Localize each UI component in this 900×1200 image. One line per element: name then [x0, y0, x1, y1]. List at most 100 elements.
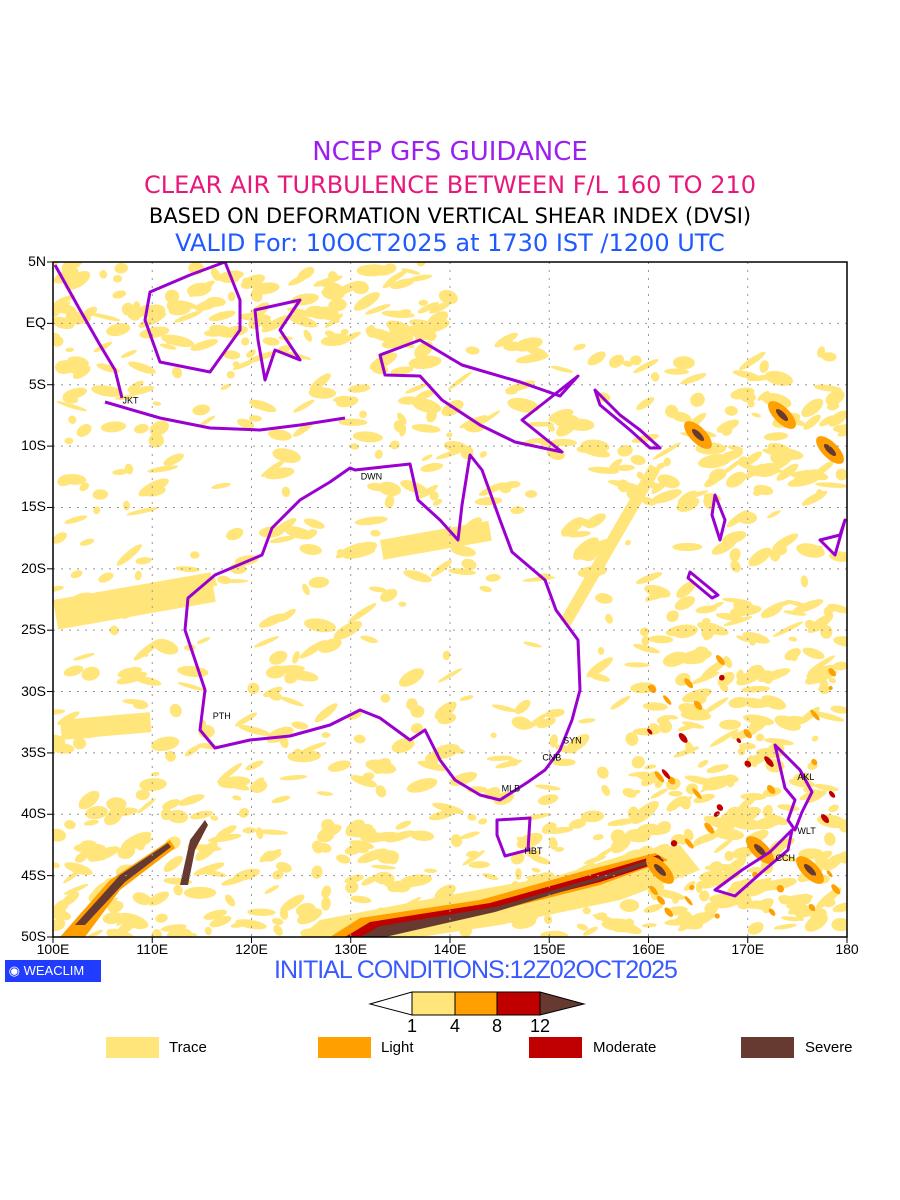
legend-label-trace: Trace	[169, 1039, 207, 1056]
trace-area	[719, 682, 729, 693]
initial-conditions: INITIAL CONDITIONS:12Z02OCT2025	[274, 956, 678, 984]
colorbar-tick: 8	[491, 1016, 502, 1036]
trace-area	[112, 275, 123, 283]
trace-area	[293, 748, 302, 757]
trace-area	[828, 677, 837, 684]
trace-area	[227, 291, 236, 302]
trace-area	[656, 821, 671, 835]
trace-area	[388, 855, 399, 865]
trace-area	[800, 575, 809, 588]
light-patch	[828, 790, 836, 798]
trace-area	[727, 878, 753, 894]
trace-area	[665, 404, 679, 418]
city-label-cnb: CNB	[542, 753, 561, 763]
trace-area	[437, 713, 457, 725]
trace-area	[408, 274, 433, 282]
trace-area	[238, 724, 271, 736]
light-patch	[661, 769, 671, 779]
trace-area	[732, 370, 760, 380]
trace-area	[196, 637, 211, 644]
trace-area	[429, 491, 439, 501]
trace-area	[835, 468, 847, 481]
trace-area	[730, 560, 741, 573]
trace-area	[593, 667, 602, 672]
trace-area	[594, 912, 608, 921]
trace-area	[395, 820, 412, 830]
trace-area	[151, 771, 160, 777]
trace-area	[479, 451, 487, 458]
trace-area	[242, 827, 257, 834]
trace-area	[656, 462, 665, 470]
trace-area	[630, 455, 646, 466]
trace-area	[645, 591, 669, 601]
trace-area	[630, 355, 642, 366]
city-label-mlb: MLB	[502, 783, 521, 793]
colorbar-tick: 4	[449, 1016, 460, 1036]
trace-area	[818, 684, 830, 694]
trace-area	[801, 545, 824, 551]
trace-area	[164, 289, 180, 303]
trace-area	[347, 384, 371, 393]
trace-area	[360, 635, 378, 644]
trace-band	[60, 712, 152, 740]
trace-area	[514, 699, 531, 715]
trace-area	[622, 788, 637, 798]
trace-area	[289, 670, 319, 682]
trace-area	[552, 758, 576, 767]
trace-area	[680, 373, 707, 385]
trace-area	[429, 300, 452, 314]
trace-area	[573, 537, 600, 560]
trace-area	[276, 861, 292, 873]
trace-area	[53, 709, 66, 715]
light-patch	[684, 896, 693, 906]
trace-area	[163, 855, 183, 872]
trace-area	[468, 861, 490, 869]
trace-area	[297, 908, 323, 925]
trace-area	[772, 621, 804, 637]
trace-area	[218, 776, 251, 789]
trace-area	[62, 395, 79, 404]
trace-area	[405, 383, 428, 394]
trace-area	[340, 328, 349, 336]
trace-area	[389, 440, 400, 450]
trace-area	[189, 284, 201, 295]
trace-area	[637, 823, 659, 835]
trace-area	[524, 490, 538, 498]
trace-area	[773, 545, 788, 556]
trace-area	[226, 527, 244, 541]
trace-area	[679, 796, 693, 807]
trace-area	[642, 923, 657, 928]
trace-area	[53, 828, 67, 842]
trace-area	[531, 867, 541, 873]
trace-area	[343, 548, 376, 559]
trace-area	[148, 433, 164, 448]
legend-label-severe: Severe	[805, 1039, 853, 1056]
trace-area	[719, 719, 742, 730]
trace-area	[586, 657, 613, 678]
colorbar-severe-arrow	[539, 991, 586, 1016]
trace-area	[390, 278, 415, 289]
trace-area	[673, 746, 700, 758]
trace-area	[537, 794, 559, 805]
light-patch	[764, 756, 774, 767]
australia-coast	[183, 453, 582, 802]
light-patch	[684, 678, 694, 689]
trace-area	[250, 777, 265, 790]
logo-text: WEACLIM	[23, 963, 85, 978]
trace-area	[729, 605, 762, 616]
trace-area	[831, 917, 847, 932]
light-patch	[714, 913, 720, 919]
trace-area	[316, 829, 334, 843]
trace-area	[411, 424, 441, 433]
trace-area	[278, 608, 296, 623]
trace-area	[784, 648, 801, 661]
trace-area	[163, 453, 184, 466]
trace-area	[261, 318, 273, 331]
trace-area	[268, 429, 292, 441]
trace-area	[459, 695, 474, 701]
lat-label: 50S	[21, 928, 46, 944]
trace-area	[281, 486, 291, 498]
trace-area	[657, 474, 680, 489]
trace-area	[321, 286, 345, 300]
